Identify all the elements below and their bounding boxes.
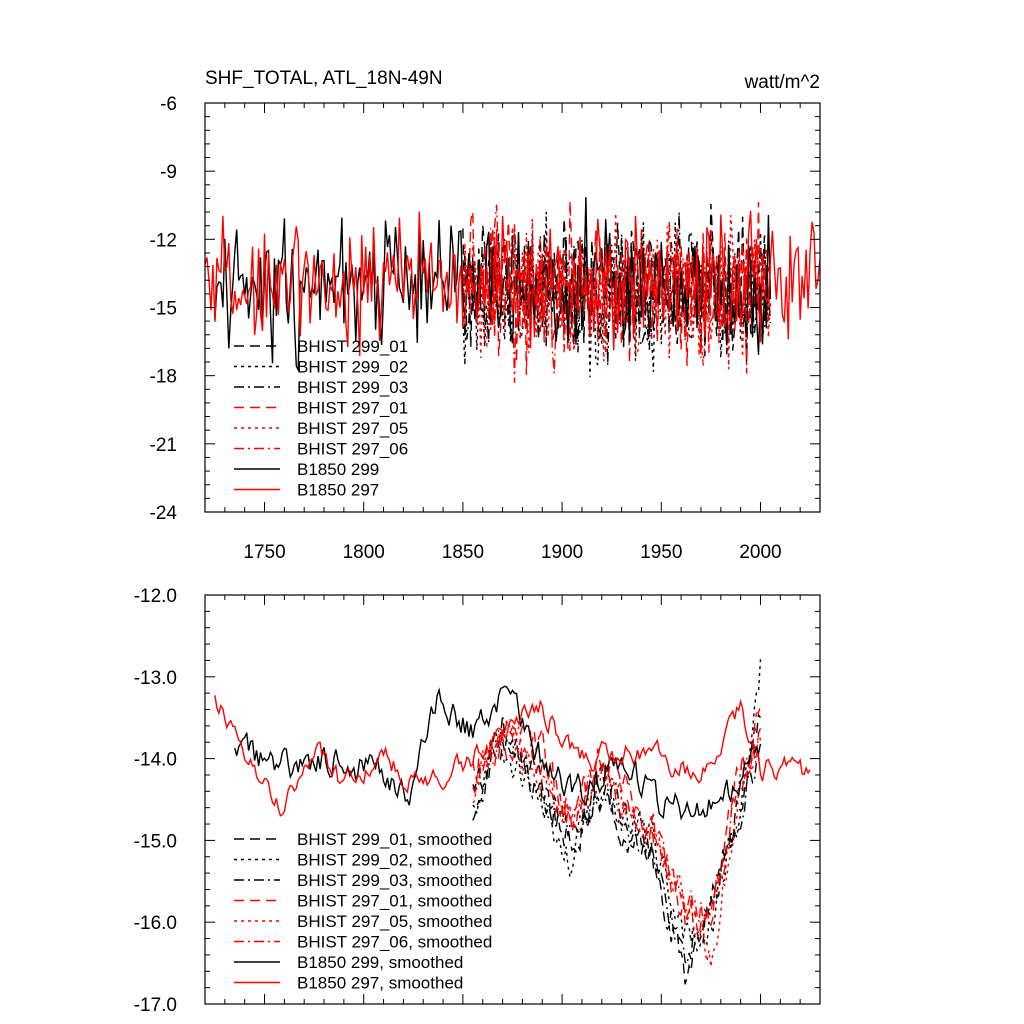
plot-frame-bottom xyxy=(204,594,821,1005)
top-panel: -6 -9 -12 -15 -18 -21 -24 1750 1800 1850 1900 1950 2… xyxy=(150,94,821,563)
legend-label-bottom: BHIST 299_01, smoothed xyxy=(297,830,492,849)
bottom-panel: -12.0 -13.0 -14.0 -15.0 -16.0 -17.0 BHIST 299_… xyxy=(134,586,821,1016)
series-line-bottom-4 xyxy=(472,720,762,967)
legend-label-top: BHIST 297_06 xyxy=(297,440,408,459)
legend-label-bottom: BHIST 297_01, smoothed xyxy=(297,892,492,911)
series-line-bottom-5 xyxy=(472,721,762,924)
legend-label-top: BHIST 297_01 xyxy=(297,399,408,418)
legend-label-top: BHIST 297_05 xyxy=(297,419,408,438)
xtick-label-top: 1800 xyxy=(343,542,385,563)
legend-label-bottom: BHIST 297_06, smoothed xyxy=(297,933,492,952)
xtick-label-top: 1900 xyxy=(541,542,583,563)
series-line-bottom-6 xyxy=(234,685,762,821)
ytick-label-bottom: -13.0 xyxy=(134,668,177,689)
ytick-label-top: -24 xyxy=(150,503,178,524)
series-line-bottom-2 xyxy=(472,715,761,966)
ytick-label-top: -15 xyxy=(150,299,177,320)
legend-label-bottom: B1850 299, smoothed xyxy=(297,953,463,972)
legend-label-top: BHIST 299_03 xyxy=(297,378,408,397)
legend-label-top: B1850 299 xyxy=(297,460,379,479)
series-line-top-0 xyxy=(462,203,772,363)
series-line-bottom-7 xyxy=(214,695,811,817)
xtick-label-top: 2000 xyxy=(739,542,781,563)
ytick-label-top: -12 xyxy=(150,230,177,251)
ytick-label-bottom: -15.0 xyxy=(134,831,177,852)
legend-label-bottom: BHIST 299_03, smoothed xyxy=(297,871,492,890)
ytick-label-top: -6 xyxy=(160,94,177,115)
xtick-label-top: 1850 xyxy=(442,542,484,563)
xtick-label-top: 1750 xyxy=(243,542,285,563)
legend-label-top: BHIST 299_02 xyxy=(297,358,408,377)
series-line-bottom-3 xyxy=(472,705,762,936)
top-panel-units: watt/m^2 xyxy=(744,72,820,93)
top-panel-title: SHF_TOTAL, ATL_18N-49N xyxy=(205,68,443,89)
ytick-label-top: -21 xyxy=(150,435,177,456)
legend-label-bottom: BHIST 299_02, smoothed xyxy=(297,851,492,870)
ytick-label-bottom: -14.0 xyxy=(134,750,177,771)
xtick-label-top: 1950 xyxy=(640,542,682,563)
ytick-label-bottom: -16.0 xyxy=(134,913,177,934)
legend-label-top: B1850 297 xyxy=(297,481,379,500)
legend-label-bottom: B1850 297, smoothed xyxy=(297,974,463,993)
ytick-label-top: -18 xyxy=(150,367,177,388)
ytick-label-bottom: -17.0 xyxy=(134,995,177,1016)
legend-label-top: BHIST 299_01 xyxy=(297,337,408,356)
ytick-label-top: -9 xyxy=(160,162,177,183)
series-line-bottom-1 xyxy=(472,659,762,952)
legend-label-bottom: BHIST 297_05, smoothed xyxy=(297,912,492,931)
ytick-label-bottom: -12.0 xyxy=(134,586,177,607)
series-line-top-7 xyxy=(205,210,820,357)
